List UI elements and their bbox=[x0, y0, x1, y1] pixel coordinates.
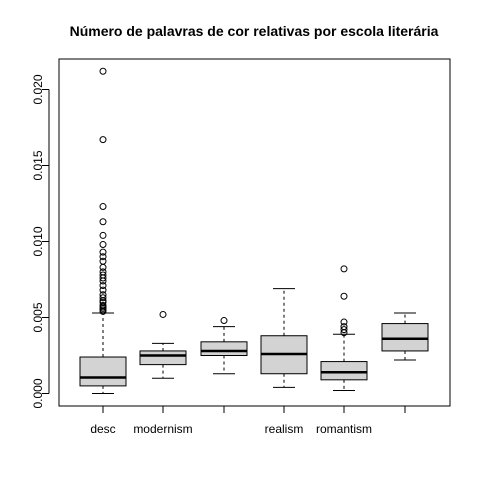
outlier-point bbox=[99, 248, 107, 256]
outlier-point bbox=[340, 329, 348, 337]
outlier-point bbox=[99, 277, 107, 285]
outlier-point bbox=[99, 203, 107, 211]
y-tick-label: 0.010 bbox=[31, 226, 45, 256]
x-axis: desc modernism realism romantism bbox=[90, 405, 406, 436]
box-group bbox=[79, 67, 127, 394]
box-iqr bbox=[79, 356, 127, 387]
outlier-point bbox=[99, 282, 107, 290]
outlier-point bbox=[99, 286, 107, 294]
y-tick-label: 0.015 bbox=[31, 150, 45, 180]
x-tick-label: desc bbox=[90, 422, 115, 436]
box-group bbox=[200, 317, 248, 375]
x-tick-label: romantism bbox=[316, 422, 372, 436]
outlier-point bbox=[99, 274, 107, 282]
box-group bbox=[381, 312, 429, 361]
box-iqr bbox=[320, 361, 368, 381]
box-iqr bbox=[381, 323, 429, 352]
outlier-point bbox=[99, 307, 107, 315]
y-tick-label: 0.000 bbox=[31, 378, 45, 408]
x-tick-label: realism bbox=[265, 422, 304, 436]
plot-frame bbox=[58, 58, 451, 407]
outlier-point bbox=[99, 231, 107, 239]
outlier-point bbox=[99, 241, 107, 249]
boxes bbox=[79, 67, 429, 394]
box-iqr bbox=[139, 350, 187, 366]
outlier-point bbox=[340, 318, 348, 326]
box-iqr bbox=[200, 341, 248, 357]
box-group bbox=[320, 265, 368, 391]
box-group bbox=[260, 288, 308, 388]
y-tick-label: 0.005 bbox=[31, 302, 45, 332]
y-axis: 0.000 0.005 0.010 0.015 0.020 bbox=[31, 74, 50, 409]
outlier-point bbox=[340, 326, 348, 334]
y-tick-label: 0.020 bbox=[31, 74, 45, 104]
x-tick-label: modernism bbox=[133, 422, 192, 436]
outlier-point bbox=[99, 253, 107, 261]
outlier-point bbox=[220, 317, 228, 325]
box-group bbox=[139, 310, 187, 379]
outlier-point bbox=[99, 294, 107, 302]
outlier-point bbox=[340, 265, 348, 273]
outlier-point bbox=[99, 136, 107, 144]
chart-title: Número de palavras de cor relativas por … bbox=[70, 23, 439, 39]
outlier-point bbox=[159, 310, 167, 318]
outlier-point bbox=[99, 263, 107, 271]
outlier-point bbox=[99, 257, 107, 265]
outlier-point bbox=[99, 218, 107, 226]
outlier-point bbox=[340, 292, 348, 300]
outlier-point bbox=[99, 67, 107, 75]
